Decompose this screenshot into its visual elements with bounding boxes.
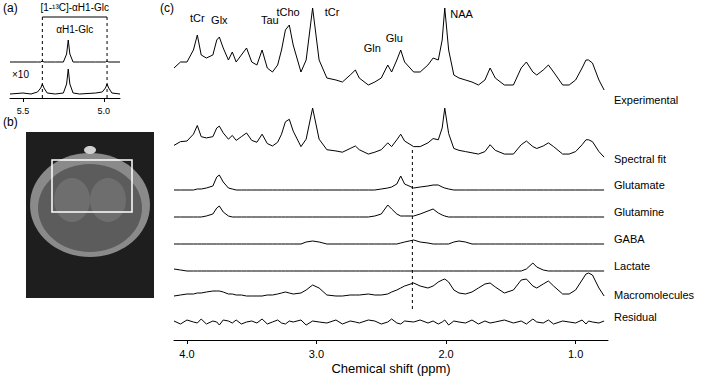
svg-text:NAA: NAA (450, 8, 473, 20)
svg-text:Macromolecules: Macromolecules (614, 289, 695, 301)
svg-text:Experimental: Experimental (614, 94, 678, 106)
svg-text:αH1-Glc: αH1-Glc (56, 24, 93, 35)
svg-text:tCr: tCr (190, 12, 205, 24)
svg-text:Glx: Glx (211, 14, 228, 26)
svg-text:2.0: 2.0 (438, 348, 453, 360)
svg-text:tCr: tCr (325, 6, 340, 18)
svg-text:GABA: GABA (614, 233, 645, 245)
svg-text:Lactate: Lactate (614, 260, 650, 272)
svg-text:Spectral fit: Spectral fit (614, 153, 666, 165)
svg-text:tCho: tCho (276, 6, 299, 18)
svg-text:Gln: Gln (364, 42, 381, 54)
svg-text:4.0: 4.0 (179, 348, 194, 360)
svg-text:Glutamate: Glutamate (614, 179, 665, 191)
svg-text:(b): (b) (3, 115, 18, 129)
svg-text:3.0: 3.0 (309, 348, 324, 360)
svg-text:(c): (c) (160, 1, 174, 15)
svg-text:×10: ×10 (12, 69, 29, 80)
svg-text:1.0: 1.0 (568, 348, 583, 360)
svg-text:(a): (a) (3, 1, 18, 15)
svg-text:Glu: Glu (386, 32, 403, 44)
svg-text:Chemical shift (ppm): Chemical shift (ppm) (331, 361, 450, 376)
svg-text:5.5: 5.5 (17, 106, 30, 116)
svg-text:5.0: 5.0 (98, 106, 111, 116)
svg-text:Glutamine: Glutamine (614, 206, 664, 218)
svg-text:Tau: Tau (261, 14, 279, 26)
svg-text:Residual: Residual (614, 311, 657, 323)
svg-text:[1-¹³C]-αH1-Glc: [1-¹³C]-αH1-Glc (40, 2, 109, 13)
